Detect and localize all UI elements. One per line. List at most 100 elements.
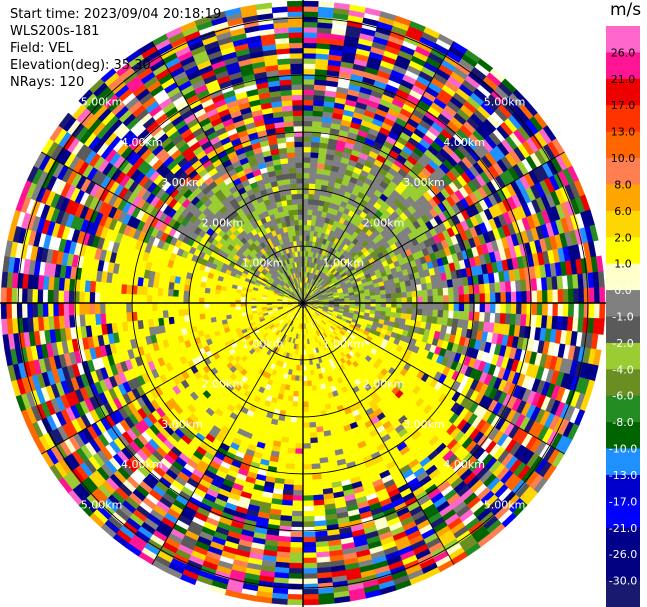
ppi-gate [309, 432, 318, 439]
ppi-gate [282, 494, 294, 501]
ppi-gate [416, 308, 423, 316]
ppi-gate [302, 391, 309, 397]
ppi-gate [296, 422, 304, 429]
ppi-gate [452, 310, 460, 320]
ppi-gate [307, 198, 315, 205]
ppi-gate [290, 531, 304, 538]
ppi-gate [305, 359, 310, 366]
ppi-gate [448, 294, 455, 304]
ppi-gate [599, 302, 606, 320]
ppi-gate [302, 458, 312, 465]
ppi-gate [308, 406, 315, 413]
ppi-gate [314, 183, 322, 191]
ppi-gate [302, 193, 309, 200]
ppi-gate [432, 288, 439, 297]
ppi-gate [307, 395, 314, 403]
ppi-gate [421, 309, 429, 317]
ppi-gate [562, 302, 569, 318]
ppi-gate [427, 289, 434, 297]
ppi-gate [312, 105, 324, 112]
ppi-gate [310, 442, 319, 449]
ppi-gate [312, 110, 324, 117]
ppi-gate [294, 458, 304, 465]
ppi-gate [286, 447, 296, 455]
ppi-gate [295, 432, 304, 439]
ppi-gate [437, 309, 444, 318]
ppi-gate [473, 284, 481, 295]
ppi-gate [290, 416, 298, 423]
ppi-gate [427, 302, 434, 311]
ppi-gate [406, 308, 413, 315]
ppi-gate [302, 182, 310, 189]
ppi-gate [302, 489, 314, 496]
ppi-gate [458, 310, 465, 321]
ppi-gate [395, 287, 402, 294]
ppi-gate [541, 302, 548, 317]
ppi-gate [297, 391, 304, 397]
ppi-gate [530, 278, 538, 292]
ppi-gate [578, 288, 585, 304]
ppi-gate [302, 203, 309, 210]
ppi-gate [324, 90, 337, 98]
ppi-gate [283, 478, 294, 486]
ppi-gate [209, 312, 216, 318]
ppi-gate [302, 37, 318, 44]
ppi-gate [483, 312, 491, 323]
ppi-gate [442, 287, 449, 296]
ppi-gate [556, 275, 564, 290]
ppi-gate [588, 302, 595, 319]
ppi-gate [311, 463, 321, 470]
ppi-gate [310, 458, 321, 465]
ppi-gate [302, 531, 316, 538]
ppi-gate [294, 463, 304, 470]
ppi-gate [437, 302, 444, 311]
ppi-gate [311, 385, 318, 392]
ppi-gate [295, 427, 304, 434]
ppi-gate [588, 287, 595, 304]
ppi-gate [422, 296, 429, 304]
ppi-gate [309, 369, 315, 376]
ppi-gate [505, 291, 512, 304]
ppi-gate [432, 309, 439, 318]
ppi-gate [302, 578, 318, 585]
ppi-gate [302, 104, 314, 111]
ppi-gate [302, 432, 311, 439]
ppi-gate [312, 483, 323, 491]
ppi-gate [390, 288, 397, 294]
ppi-gate [302, 495, 314, 502]
ppi-gate [313, 499, 325, 507]
ppi-gate [302, 448, 312, 455]
ppi-gate [302, 31, 318, 39]
ppi-gate [557, 289, 564, 304]
ppi-gate [302, 474, 313, 481]
ppi-gate [405, 313, 412, 321]
ppi-gate [219, 310, 227, 317]
ppi-gate [295, 443, 304, 450]
ppi-gate [302, 209, 309, 215]
ppi-gate [302, 401, 309, 408]
ppi-gate [302, 198, 309, 205]
ppi-gate [302, 417, 310, 424]
ppi-gate [282, 489, 294, 496]
ppi-gate [349, 297, 356, 301]
ppi-gate [271, 597, 288, 605]
ppi-gate [401, 307, 408, 315]
ppi-gate [310, 146, 320, 154]
ppi-gate [307, 401, 315, 408]
ppi-gate [306, 219, 312, 226]
ppi-gate [395, 292, 403, 299]
ppi-gate [597, 318, 605, 335]
ppi-gate [302, 484, 314, 491]
ppi-gate [305, 349, 309, 356]
ppi-gate [302, 583, 319, 590]
ppi-gate [536, 302, 543, 316]
ppi-gate [302, 167, 311, 174]
ppi-gate [406, 297, 413, 304]
ppi-gate [583, 302, 590, 319]
ppi-gate [515, 291, 522, 304]
ppi-gate [589, 224, 599, 242]
ppi-gate [489, 282, 496, 294]
ppi-gate [415, 314, 423, 322]
ppi-gate [312, 489, 324, 496]
ppi-gate [302, 26, 318, 33]
